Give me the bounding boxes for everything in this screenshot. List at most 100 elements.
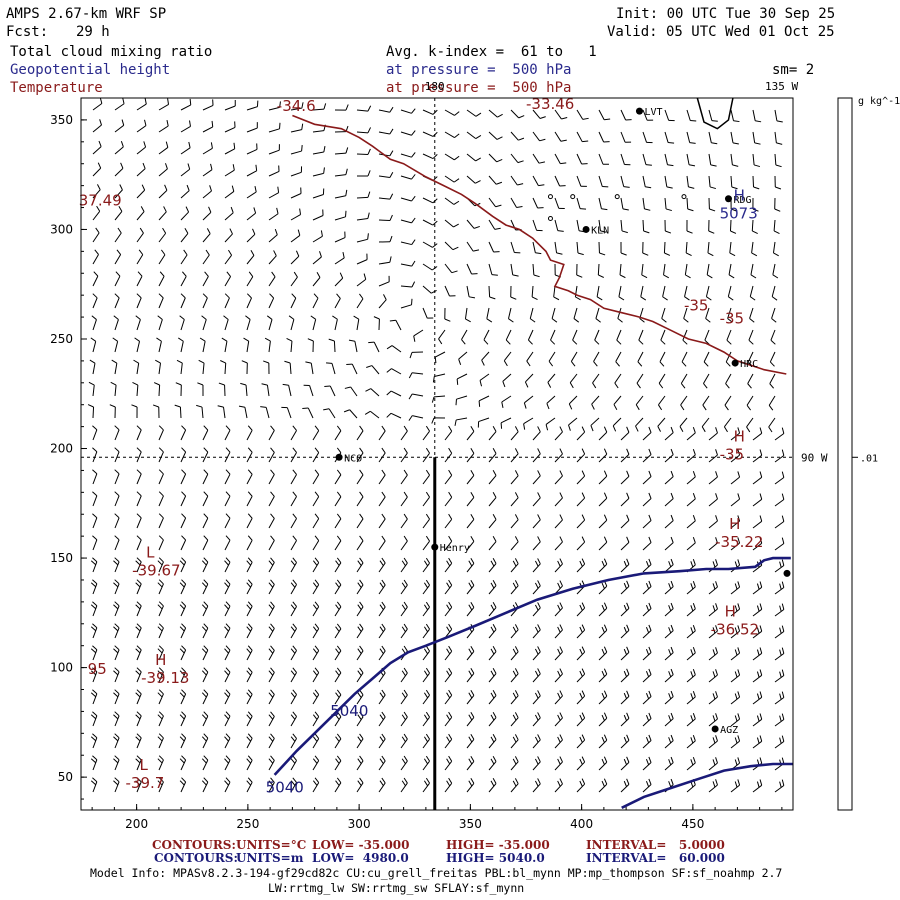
wind-barb	[620, 241, 627, 256]
wind-barb	[510, 197, 523, 208]
wind-barb	[284, 360, 292, 375]
height-pressure-level: at pressure = 500 hPa	[386, 62, 572, 78]
cloud-marker	[547, 194, 553, 200]
wind-barb	[510, 109, 525, 119]
wind-barb	[774, 131, 783, 145]
wind-barb	[326, 362, 336, 375]
wind-barb	[554, 241, 563, 255]
cloud-marker	[614, 194, 620, 200]
wind-barb	[91, 315, 97, 331]
wind-barb	[290, 535, 297, 551]
temperature-edge-label: 95	[88, 660, 107, 678]
station-marker	[335, 453, 343, 461]
wind-barb	[334, 104, 349, 111]
wind-barb	[136, 141, 147, 155]
wind-barb	[158, 206, 167, 221]
wind-barb	[554, 690, 563, 705]
station-label: KLN	[591, 225, 609, 236]
station-label: AGZ	[720, 725, 738, 736]
wind-barb	[246, 293, 252, 309]
height-contours-interval: INTERVAL= 60.000	[586, 851, 725, 865]
wind-barb	[113, 667, 120, 683]
wind-barb	[400, 174, 416, 180]
station-rdg: RDG	[724, 195, 752, 206]
height-contour	[273, 556, 791, 776]
wind-barb	[444, 447, 453, 463]
wind-barb	[576, 514, 586, 529]
wind-barb	[422, 557, 430, 573]
wind-barb	[224, 667, 231, 683]
wind-barb	[290, 123, 304, 133]
extremum-symbol: L	[140, 756, 149, 774]
wind-barb	[686, 669, 696, 683]
wind-barb	[774, 735, 785, 749]
wind-barb	[524, 373, 534, 388]
wind-barb	[158, 98, 170, 111]
wind-barb	[444, 491, 453, 507]
wind-barb	[598, 558, 608, 573]
wind-barb	[158, 513, 164, 529]
wind-barb	[730, 471, 741, 485]
wind-barb	[749, 307, 755, 323]
wind-barb	[268, 165, 280, 177]
wind-barb	[598, 602, 608, 617]
wind-barb	[334, 711, 342, 727]
wind-barb	[246, 535, 253, 551]
wind-barb	[246, 100, 259, 111]
cloud-marker	[570, 194, 576, 200]
wind-barb	[378, 294, 387, 309]
wind-barb	[356, 557, 364, 573]
wind-barb	[486, 307, 493, 323]
wind-barb	[576, 492, 586, 507]
wind-barb	[356, 212, 370, 221]
station-kln: KLN	[582, 225, 609, 236]
wind-barb	[730, 581, 741, 595]
wind-barb	[729, 241, 736, 257]
wind-barb	[422, 777, 430, 793]
station-henry: Henry	[431, 543, 470, 554]
temp-contours-units: UNITS=°C	[236, 838, 307, 852]
wind-barb	[158, 141, 169, 155]
wind-barb	[92, 535, 98, 551]
wind-barb	[466, 777, 475, 793]
wind-barb	[686, 153, 696, 167]
wind-barb	[620, 536, 630, 551]
wind-barb	[488, 448, 497, 463]
wind-barb	[286, 337, 293, 353]
wind-barb	[201, 315, 207, 331]
wind-barb	[598, 426, 608, 441]
wind-barb	[290, 733, 297, 749]
wind-barb	[268, 469, 275, 485]
wind-barb	[635, 395, 644, 411]
wind-barb	[466, 711, 475, 727]
wind-barb	[92, 447, 98, 463]
station-agz: AGZ	[711, 725, 738, 736]
height-contours-units: UNITS=m	[236, 851, 304, 865]
wind-barb	[501, 395, 512, 408]
wind-barb	[312, 645, 320, 661]
wind-barb	[202, 185, 212, 199]
wind-barb	[576, 778, 586, 793]
wind-barb	[90, 689, 98, 705]
wind-barb	[224, 491, 231, 507]
wind-barb	[664, 197, 672, 212]
wind-barb	[179, 755, 187, 771]
wind-barb	[312, 251, 322, 265]
wind-barb	[89, 359, 96, 375]
wind-barb	[774, 427, 785, 441]
wind-barb	[408, 415, 424, 421]
wind-barb	[532, 219, 543, 232]
wind-barb	[686, 713, 696, 727]
wind-barb	[179, 689, 187, 705]
wind-barb	[422, 491, 430, 507]
wind-barb	[576, 734, 586, 749]
wind-barb	[378, 601, 386, 617]
wind-barb	[664, 668, 674, 683]
wind-barb	[268, 777, 275, 793]
wind-barb	[774, 669, 785, 683]
wind-barb	[179, 601, 187, 617]
wind-barb	[422, 579, 430, 595]
wind-barb	[378, 535, 386, 551]
wind-barb	[409, 351, 424, 359]
wind-barb	[179, 667, 187, 683]
